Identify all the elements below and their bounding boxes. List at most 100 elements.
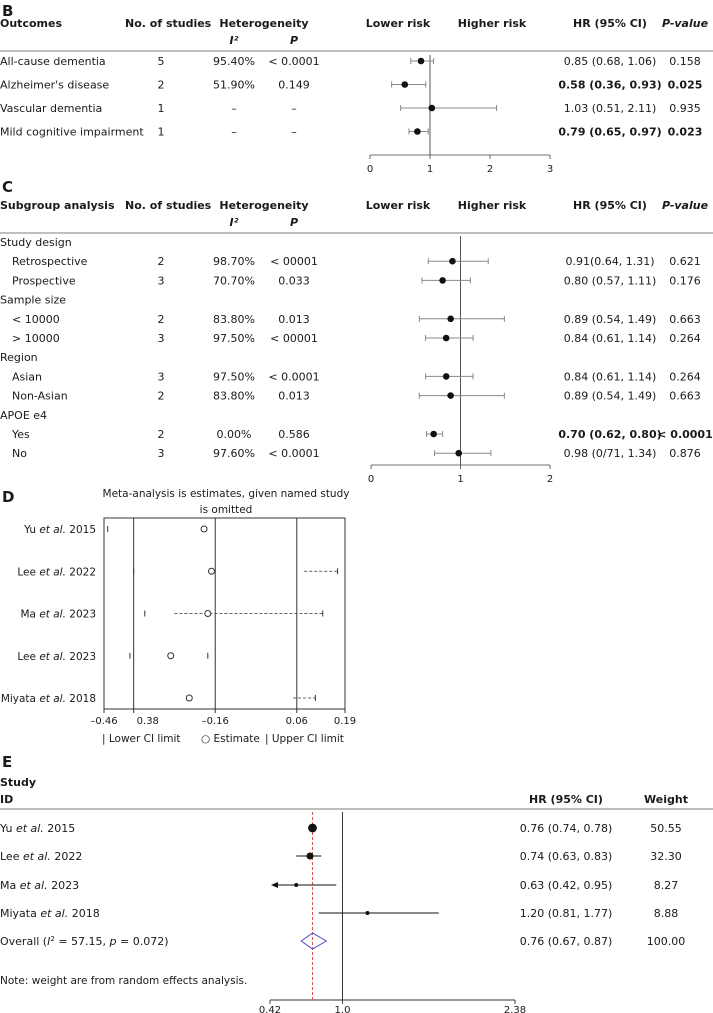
panel-b-rows: All-cause dementia 5 95.40% < 0.0001 0.85 (0… (0, 55, 702, 139)
row-p: 0.013 (278, 390, 310, 403)
row-label: Alzheimer's disease (0, 79, 109, 92)
row-pvalue: 0.663 (669, 313, 701, 326)
panel-d-legend-lower: | Lower CI limit (102, 733, 181, 745)
row-p: – (291, 126, 297, 139)
study-point (308, 823, 317, 833)
panel-d-plot: –0.46 0.38 –0.16 0.06 0.19 Yu et al. 2015 Lee … (1, 518, 356, 727)
panel-c-header-i2: I² (230, 216, 239, 229)
estimate-marker (208, 567, 216, 575)
row-p: < 0.0001 (268, 370, 319, 383)
row-pvalue: < 0.0001 (657, 428, 713, 441)
panel-c: C Subgroup analysis No. of studies Heter… (0, 178, 713, 485)
row-studies: 2 (158, 390, 165, 403)
estimate-marker (185, 694, 193, 702)
panel-e-plot: 0.42 1.0 2.38 Yu et al. 2015 0.76 (0.74, 0.7… (0, 812, 685, 1013)
row-i2: – (231, 126, 237, 139)
panel-e-note: Note: weight are from random effects ana… (0, 975, 247, 987)
row-p: – (291, 102, 297, 115)
panel-d: D Meta-analysis is estimates, given name… (1, 488, 356, 745)
row-hr: 0.58 (0.36, 0.93) (558, 79, 661, 92)
row-label: Asian (12, 370, 42, 383)
row-hr: 0.89 (0.54, 1.49) (564, 313, 657, 326)
row-hr: 0.98 (0/71, 1.34) (564, 447, 657, 460)
row-studies: 2 (158, 79, 165, 92)
point-estimate (417, 57, 425, 65)
panel-e-letter: E (2, 753, 12, 771)
panel-c-plot: 0 1 2 (368, 236, 553, 485)
panel-c-header-heterogeneity: Heterogeneity (219, 199, 308, 212)
panel-b-header-pvalue: P-value (662, 17, 709, 30)
row-i2: 97.60% (213, 447, 255, 460)
subgroup-heading: APOE e4 (0, 409, 47, 422)
estimate-marker (167, 652, 175, 660)
point-estimate (401, 81, 409, 88)
row-hr: 0.70 (0.62, 0.80) (558, 428, 661, 441)
row-p: < 00001 (270, 255, 318, 268)
panel-d-legend-estimate: ○ Estimate (201, 733, 260, 745)
point-estimate (428, 104, 436, 112)
panel-e-header-study: Study (0, 776, 36, 789)
study-point (365, 911, 370, 915)
row-hr: 0.89 (0.54, 1.49) (564, 390, 657, 403)
x-tick-label: 0.42 (259, 1005, 281, 1013)
x-tick-label: –0.46 (90, 716, 117, 727)
panel-c-header-p: P (290, 216, 298, 229)
row-pvalue: 0.935 (669, 102, 701, 115)
study-label: Lee et al. 2022 (0, 850, 82, 863)
row-p: < 00001 (270, 332, 318, 345)
panel-c-header-higher-risk: Higher risk (458, 199, 527, 212)
panel-d-title-line1: Meta-analysis is estimates, given named … (103, 488, 350, 500)
row-label: Yes (11, 428, 30, 441)
x-tick-label: 2 (487, 164, 493, 175)
panel-d-title-line2: is omitted (200, 504, 253, 516)
study-hr: 0.63 (0.42, 0.95) (520, 879, 613, 892)
subgroup-heading: Region (0, 351, 38, 364)
panel-c-letter: C (2, 178, 13, 196)
study-label: Lee et al. 2023 (17, 651, 96, 663)
panel-e: E Study ID HR (95% CI) Weight 0.42 1.0 2.3… (0, 753, 713, 1013)
row-studies: 1 (158, 102, 165, 115)
point-estimate (430, 430, 437, 438)
row-hr: 0.80 (0.57, 1.11) (564, 274, 657, 287)
row-studies: 3 (158, 274, 165, 287)
row-p: 0.033 (278, 274, 310, 287)
row-i2: – (231, 102, 237, 115)
row-pvalue: 0.176 (669, 274, 701, 287)
point-estimate (449, 257, 456, 265)
row-label: Mild cognitive impairment (0, 126, 144, 139)
x-tick-label: 0 (368, 474, 374, 485)
overall-diamond (300, 932, 328, 950)
row-hr: 0.91(0.64, 1.31) (565, 255, 654, 268)
row-studies: 2 (158, 428, 165, 441)
subgroup-heading: Sample size (0, 294, 66, 307)
overall-label: Overall (I2 = 57.15, p = 0.072) (0, 935, 169, 948)
row-pvalue: 0.023 (668, 126, 703, 139)
panel-b-header-lower-risk: Lower risk (366, 17, 431, 30)
row-studies: 3 (158, 370, 165, 383)
point-estimate (439, 277, 446, 284)
point-estimate (442, 373, 450, 380)
panel-c-header-lower-risk: Lower risk (366, 199, 431, 212)
row-p: < 0.0001 (268, 447, 319, 460)
row-pvalue: 0.663 (669, 390, 701, 403)
panel-e-header-id: ID (0, 793, 13, 806)
panel-b-header-i2: I² (230, 34, 239, 47)
panel-b: B Outcomes No. of studies Heterogeneity … (0, 2, 713, 175)
row-pvalue: 0.876 (669, 447, 701, 460)
estimate-marker (200, 525, 208, 533)
panel-d-frame (103, 517, 346, 710)
row-studies: 5 (158, 55, 165, 68)
panel-b-header-higher-risk: Higher risk (458, 17, 527, 30)
row-studies: 3 (158, 447, 165, 460)
x-tick-label: 1.0 (335, 1005, 351, 1013)
x-tick-label: 0.06 (286, 716, 308, 727)
ci-arrow-left (271, 882, 278, 888)
row-label: > 10000 (12, 332, 60, 345)
study-hr: 0.76 (0.74, 0.78) (520, 822, 613, 835)
row-i2: 70.70% (213, 274, 255, 287)
panel-b-header-hr: HR (95% CI) (573, 17, 647, 30)
row-i2: 83.80% (213, 390, 255, 403)
row-hr: 0.84 (0.61, 1.14) (564, 332, 657, 345)
row-label: No (12, 447, 27, 460)
